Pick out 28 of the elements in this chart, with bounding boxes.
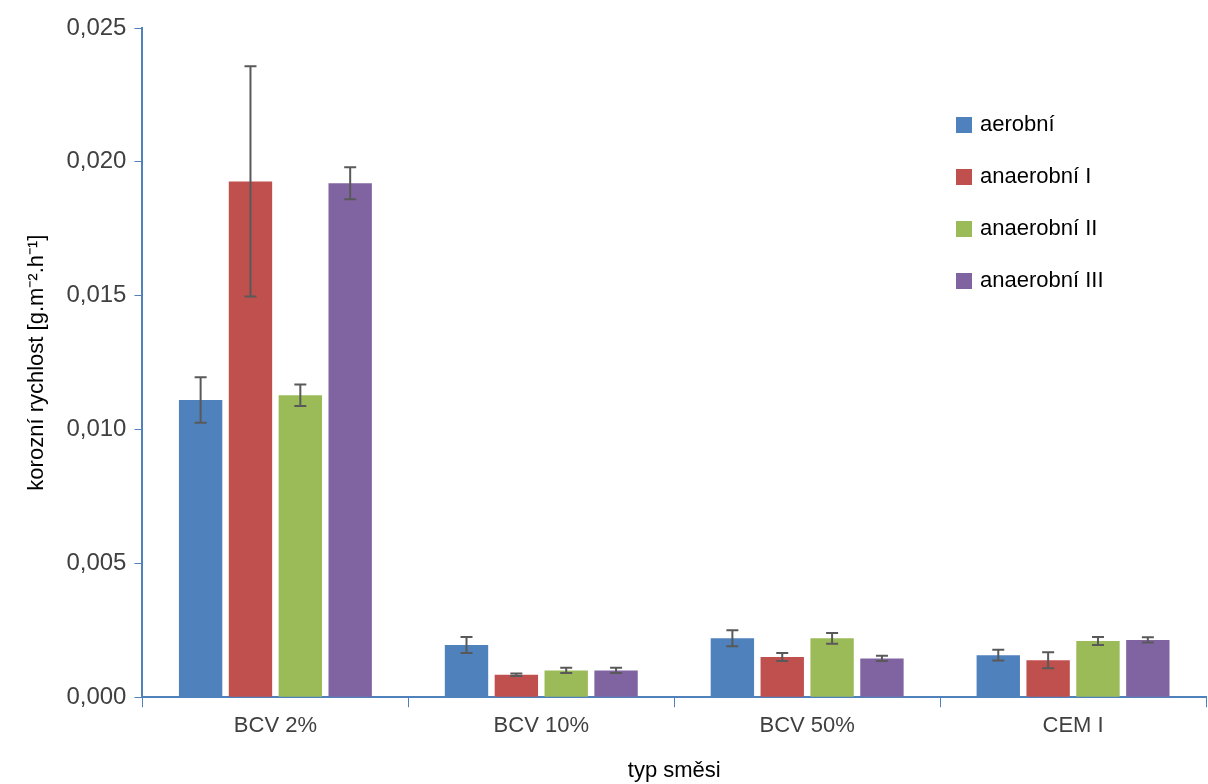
y-tick-label: 0,000: [66, 681, 127, 709]
y-tick-label: 0,010: [66, 414, 127, 442]
legend-label: anaerobní II: [980, 215, 1098, 241]
y-tick-label: 0,025: [66, 12, 127, 40]
x-tick-label: BCV 50%: [759, 712, 855, 738]
bar: [544, 670, 588, 697]
bar: [1126, 639, 1170, 697]
bar: [494, 674, 539, 697]
y-tick-label: 0,015: [66, 280, 127, 308]
bar: [228, 181, 273, 697]
legend-label: anaerobní I: [980, 163, 1092, 189]
legend-label: aerobní: [980, 111, 1055, 137]
x-tick-label: BCV 2%: [233, 712, 317, 738]
bar: [328, 183, 372, 697]
x-axis-title: typ směsi: [627, 756, 721, 782]
bar: [810, 638, 854, 697]
bar: [1026, 660, 1070, 697]
bar: [278, 395, 323, 697]
bar: [860, 658, 904, 697]
bar: [760, 657, 804, 697]
legend-label: anaerobní III: [980, 267, 1104, 293]
y-tick-label: 0,005: [66, 547, 127, 575]
bar: [594, 670, 638, 697]
y-tick-label: 0,020: [66, 146, 127, 174]
x-tick-label: CEM I: [1042, 712, 1104, 738]
y-axis-title: korozní rychlost [g.m⁻².h⁻¹]: [23, 234, 49, 491]
bar: [1076, 640, 1120, 697]
x-tick-label: BCV 10%: [493, 712, 589, 738]
